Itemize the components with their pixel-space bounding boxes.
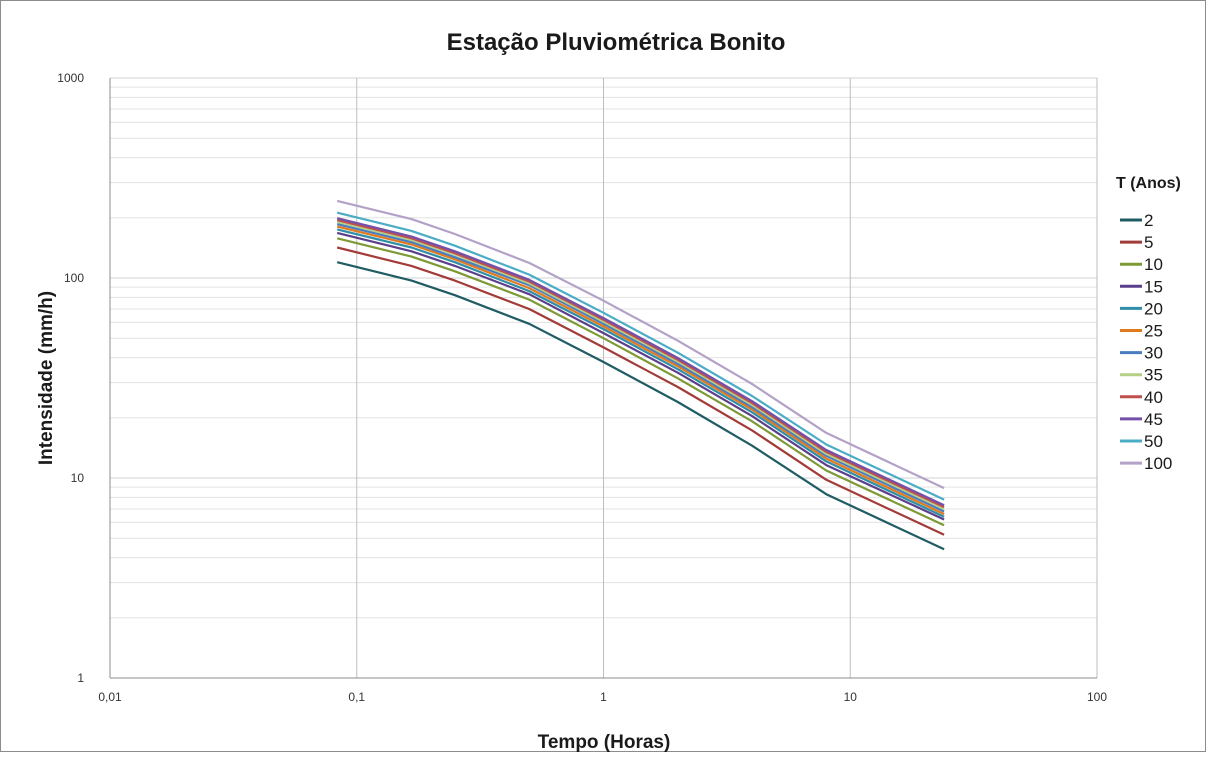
series-line-5 [336, 246, 945, 536]
legend-label-100: 100 [1144, 454, 1172, 473]
y-tick-label: 1 [77, 671, 84, 685]
x-axis-title: Tempo (Horas) [538, 732, 671, 753]
legend-label-2: 2 [1144, 211, 1153, 230]
legend-label-35: 35 [1144, 366, 1163, 385]
series-line-40 [336, 218, 945, 509]
grid [109, 77, 1098, 679]
legend-label-30: 30 [1144, 344, 1163, 363]
legend-label-20: 20 [1144, 299, 1163, 318]
x-tick-label: 10 [844, 690, 858, 704]
series-line-45 [336, 217, 945, 507]
tick-labels: 0,01 0,1 1 10 100 1 10 100 1000 [57, 71, 1107, 704]
legend-label-45: 45 [1144, 410, 1163, 429]
x-tick-label: 1 [600, 690, 607, 704]
legend-label-25: 25 [1144, 322, 1163, 341]
series-line-20 [336, 228, 945, 518]
chart-title: Estação Pluviométrica Bonito [447, 29, 786, 56]
legend-title: T (Anos) [1116, 175, 1181, 192]
y-tick-label: 10 [71, 471, 85, 485]
series-line-30 [336, 223, 945, 513]
y-tick-label: 100 [64, 271, 84, 285]
series-line-50 [336, 211, 945, 501]
series-line-35 [336, 220, 945, 510]
x-tick-label: 0,1 [348, 690, 365, 704]
x-tick-label: 100 [1087, 690, 1107, 704]
legend-label-15: 15 [1144, 277, 1163, 296]
series-line-100 [336, 199, 945, 490]
legend-label-10: 10 [1144, 255, 1163, 274]
y-axis-title: Intensidade (mm/h) [36, 291, 57, 465]
legend-label-40: 40 [1144, 388, 1163, 407]
series-line-25 [336, 225, 945, 516]
y-tick-label: 1000 [57, 71, 84, 85]
axes [109, 78, 1097, 679]
legend-label-5: 5 [1144, 233, 1153, 252]
series-lines [336, 199, 945, 551]
x-tick-label: 0,01 [98, 690, 122, 704]
series-line-15 [336, 231, 945, 521]
series-line-2 [336, 261, 945, 551]
series-line-10 [336, 237, 945, 527]
legend-label-50: 50 [1144, 432, 1163, 451]
